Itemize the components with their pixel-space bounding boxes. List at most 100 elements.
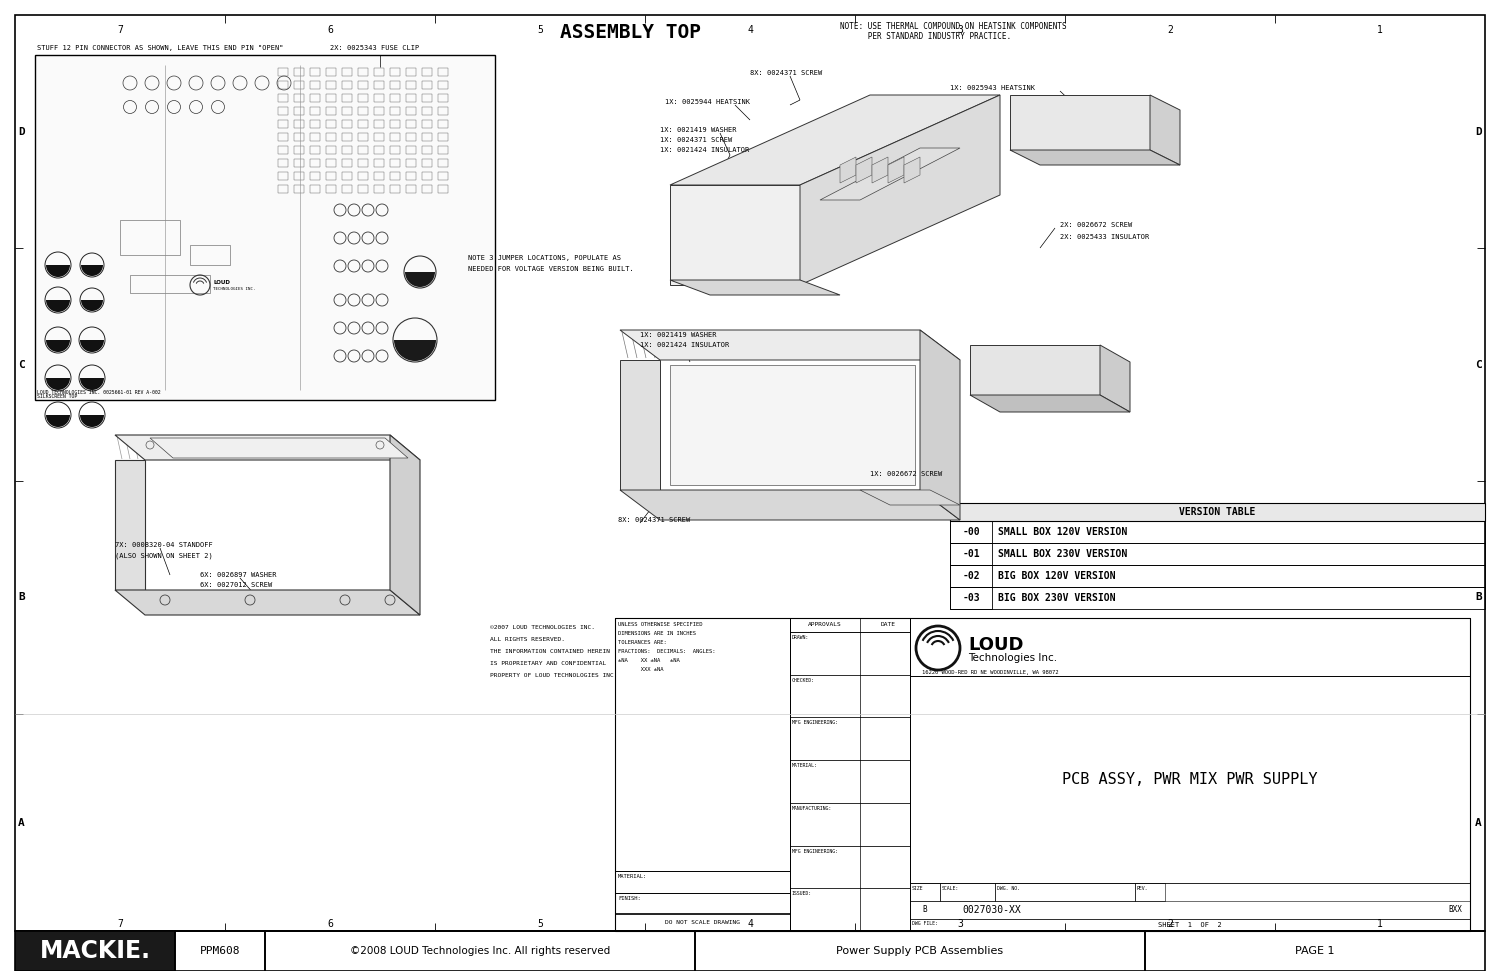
Text: 1X: 0021424 INSULATOR: 1X: 0021424 INSULATOR: [660, 147, 750, 153]
Bar: [326, 81, 336, 89]
Polygon shape: [1010, 95, 1150, 150]
Bar: [615, 913, 791, 931]
Bar: [406, 146, 416, 154]
Bar: [342, 81, 352, 89]
Wedge shape: [405, 272, 435, 287]
Bar: [326, 133, 336, 141]
Bar: [438, 185, 448, 193]
Text: ©2007 LOUD TECHNOLOGIES INC.: ©2007 LOUD TECHNOLOGIES INC.: [490, 625, 596, 630]
Bar: [374, 120, 384, 128]
Bar: [390, 159, 400, 167]
Bar: [294, 159, 304, 167]
Bar: [278, 120, 288, 128]
Bar: [278, 146, 288, 154]
Polygon shape: [390, 435, 420, 615]
Text: ISSUED:: ISSUED:: [792, 891, 812, 896]
Bar: [950, 521, 992, 543]
Bar: [278, 81, 288, 89]
Text: (ALSO SHOWN ON SHEET 2): (ALSO SHOWN ON SHEET 2): [116, 552, 213, 559]
Bar: [422, 146, 432, 154]
Polygon shape: [670, 280, 840, 295]
Wedge shape: [80, 378, 104, 390]
Text: 1X: 0021419 WASHER: 1X: 0021419 WASHER: [660, 127, 736, 133]
Bar: [358, 68, 368, 76]
Bar: [326, 146, 336, 154]
Text: FRACTIONS:  DECIMALS:  ANGLES:: FRACTIONS: DECIMALS: ANGLES:: [618, 649, 716, 654]
Polygon shape: [620, 490, 960, 520]
Text: 1X: 0025944 HEATSINK: 1X: 0025944 HEATSINK: [664, 99, 750, 105]
Polygon shape: [970, 345, 1100, 395]
Bar: [326, 107, 336, 115]
Bar: [278, 68, 288, 76]
Text: 5: 5: [537, 919, 543, 929]
Text: 6X: 0027012 SCREW: 6X: 0027012 SCREW: [200, 582, 273, 588]
Polygon shape: [888, 157, 904, 183]
Text: 2X: 0025343 FUSE CLIP: 2X: 0025343 FUSE CLIP: [330, 45, 419, 51]
Bar: [790, 618, 910, 931]
Text: D: D: [1474, 126, 1482, 137]
Text: 1: 1: [1377, 25, 1383, 35]
Text: C: C: [18, 359, 24, 370]
Text: DIMENSIONS ARE IN INCHES: DIMENSIONS ARE IN INCHES: [618, 631, 696, 636]
Text: VERSION TABLE: VERSION TABLE: [1179, 507, 1256, 517]
Text: 8X: 0024371 SCREW: 8X: 0024371 SCREW: [618, 517, 690, 523]
Bar: [390, 120, 400, 128]
Bar: [120, 220, 180, 255]
Polygon shape: [1100, 345, 1130, 412]
Bar: [374, 172, 384, 180]
Bar: [1136, 883, 1166, 901]
Bar: [374, 94, 384, 102]
Text: 6: 6: [327, 919, 333, 929]
Text: SMALL BOX 230V VERSION: SMALL BOX 230V VERSION: [998, 549, 1128, 559]
Text: 6: 6: [327, 25, 333, 35]
Text: D: D: [18, 126, 24, 137]
Bar: [438, 172, 448, 180]
Bar: [310, 133, 320, 141]
Text: DRAWN:: DRAWN:: [792, 635, 810, 640]
Bar: [390, 107, 400, 115]
Text: NEEDED FOR VOLTAGE VERSION BEING BUILT.: NEEDED FOR VOLTAGE VERSION BEING BUILT.: [468, 266, 633, 272]
Bar: [326, 94, 336, 102]
Bar: [342, 94, 352, 102]
Polygon shape: [970, 395, 1130, 412]
Bar: [342, 68, 352, 76]
Text: MFG ENGINEERING:: MFG ENGINEERING:: [792, 720, 838, 725]
Bar: [694, 931, 1144, 971]
Bar: [790, 380, 812, 470]
Polygon shape: [620, 330, 960, 360]
Bar: [294, 172, 304, 180]
Text: -03: -03: [962, 593, 980, 603]
Bar: [278, 94, 288, 102]
Text: PER STANDARD INDUSTRY PRACTICE.: PER STANDARD INDUSTRY PRACTICE.: [840, 32, 1011, 41]
Bar: [326, 159, 336, 167]
Bar: [342, 120, 352, 128]
Bar: [880, 380, 904, 394]
Polygon shape: [116, 435, 420, 460]
Polygon shape: [116, 460, 146, 590]
Bar: [310, 81, 320, 89]
Bar: [406, 120, 416, 128]
Text: 5: 5: [537, 25, 543, 35]
Bar: [358, 81, 368, 89]
Polygon shape: [670, 95, 1000, 185]
Bar: [294, 120, 304, 128]
Text: DWG FILE:: DWG FILE:: [912, 921, 938, 926]
Text: LOUD TECHNOLOGIES INC. 0025661-01 REV A-002: LOUD TECHNOLOGIES INC. 0025661-01 REV A-…: [38, 390, 160, 395]
Text: SIZE: SIZE: [912, 886, 924, 891]
Polygon shape: [670, 365, 915, 485]
Text: 7: 7: [117, 919, 123, 929]
Bar: [390, 185, 400, 193]
Polygon shape: [116, 590, 420, 615]
Bar: [615, 618, 1470, 931]
Wedge shape: [81, 265, 104, 276]
Bar: [342, 185, 352, 193]
Bar: [910, 883, 940, 901]
Text: BIG BOX 230V VERSION: BIG BOX 230V VERSION: [998, 593, 1116, 603]
Bar: [294, 81, 304, 89]
Bar: [710, 380, 732, 470]
Text: BXX: BXX: [1448, 906, 1462, 915]
Bar: [326, 68, 336, 76]
Text: C: C: [1474, 359, 1482, 370]
Text: 1X: 0024371 SCREW: 1X: 0024371 SCREW: [660, 137, 732, 143]
Bar: [406, 133, 416, 141]
